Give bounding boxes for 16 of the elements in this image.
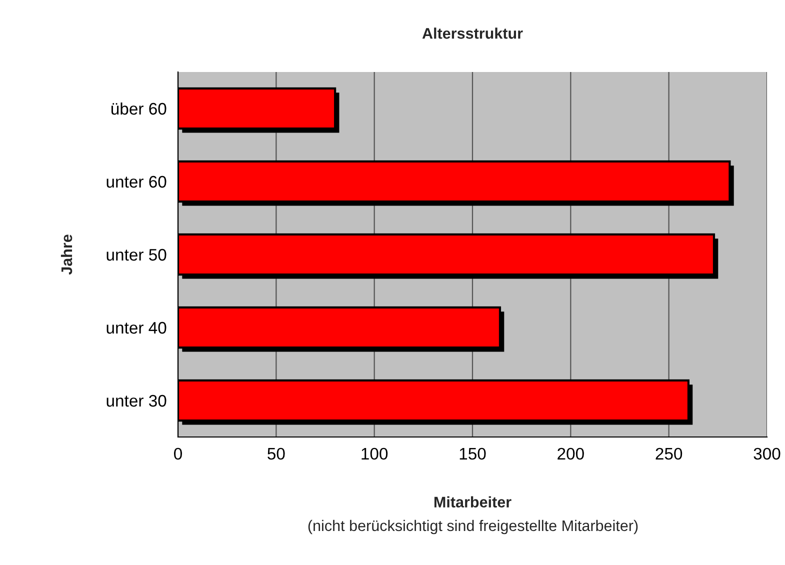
- x-tick-label: 50: [268, 448, 285, 460]
- x-tick-label: 0: [174, 448, 182, 460]
- y-tick-label: unter 40: [106, 322, 166, 334]
- x-axis-title: Mitarbeiter: [434, 496, 512, 508]
- y-tick-label: über 60: [111, 102, 166, 115]
- text: (nicht berücksichtigt sind freigestellte Mitarbeiter): [308, 520, 638, 534]
- y-tick-label: unter 30: [106, 394, 166, 407]
- x-tick-label: 250: [656, 448, 682, 460]
- chart-title: Altersstruktur: [422, 28, 523, 39]
- x-tick-label: 300: [754, 448, 780, 460]
- y-tick-label: unter 60: [106, 176, 166, 188]
- y-tick-label: unter 50: [106, 248, 166, 261]
- y-axis-title: Jahre: [60, 234, 72, 275]
- x-tick-label: 200: [558, 448, 584, 460]
- x-tick-label: 100: [362, 448, 388, 460]
- x-tick-label: 150: [460, 448, 486, 460]
